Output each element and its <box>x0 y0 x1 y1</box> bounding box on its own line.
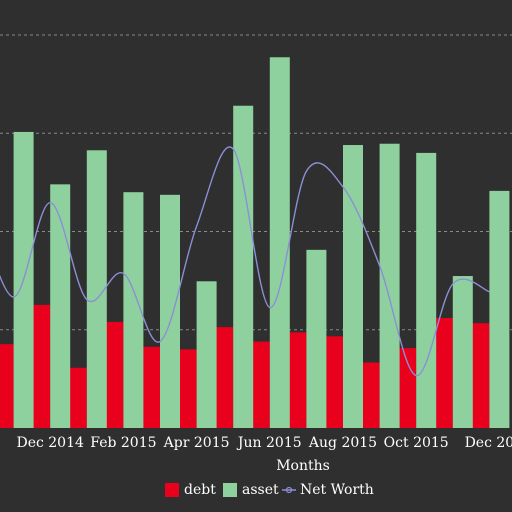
debt-bar[interactable] <box>323 336 343 428</box>
legend-item-debt[interactable]: debt <box>165 482 216 498</box>
debt-bar[interactable] <box>286 332 307 428</box>
asset-bar[interactable] <box>379 143 400 429</box>
legend-label-asset: asset <box>242 482 279 498</box>
debt-bar[interactable] <box>30 304 51 428</box>
x-tick-label: Dec 20 <box>465 435 512 451</box>
debt-bar[interactable] <box>432 317 453 428</box>
debt-bar[interactable] <box>140 346 160 428</box>
debt-bar[interactable] <box>103 321 124 428</box>
legend-swatch-asset <box>223 483 237 497</box>
x-tick-label: Apr 2015 <box>163 435 230 451</box>
legend-label-net-worth: Net Worth <box>300 482 374 498</box>
legend-swatch-debt <box>165 483 179 497</box>
asset-bar[interactable] <box>123 192 144 428</box>
x-axis-title: Months <box>276 458 330 474</box>
debt-bar[interactable] <box>213 327 234 428</box>
debt-bar[interactable] <box>359 362 380 429</box>
debt-bar[interactable] <box>66 367 87 428</box>
asset-bar[interactable] <box>233 105 254 429</box>
net-worth-line[interactable] <box>0 146 490 377</box>
x-tick-label: Dec 2014 <box>16 435 84 451</box>
asset-bar[interactable] <box>489 190 510 428</box>
debt-bar[interactable] <box>249 341 270 428</box>
asset-bar[interactable] <box>269 57 290 429</box>
asset-bar[interactable] <box>452 276 473 428</box>
x-tick-label: Feb 2015 <box>90 435 156 451</box>
debt-bar[interactable] <box>396 348 417 428</box>
asset-bar[interactable] <box>306 249 327 428</box>
debt-bar[interactable] <box>469 323 490 428</box>
asset-bar[interactable] <box>343 145 363 429</box>
bars <box>0 57 510 429</box>
legend-label-debt: debt <box>184 482 216 498</box>
x-tick-label: Oct 2015 <box>384 435 449 451</box>
legend-marker-net-worth <box>285 486 293 494</box>
asset-bar[interactable] <box>196 281 217 428</box>
legend: debt asset Net Worth <box>165 482 374 498</box>
asset-bar[interactable] <box>86 150 107 428</box>
debt-bar[interactable] <box>176 349 197 428</box>
asset-bar[interactable] <box>416 152 437 428</box>
asset-bar[interactable] <box>50 184 71 428</box>
debt-bar[interactable] <box>0 344 14 428</box>
x-tick-label: Jun 2015 <box>236 435 302 451</box>
asset-bar[interactable] <box>160 194 180 428</box>
net-worth-line-layer <box>0 146 490 377</box>
x-tick-label: Aug 2015 <box>308 435 377 451</box>
legend-item-net-worth[interactable]: Net Worth <box>282 482 374 498</box>
legend-item-asset[interactable]: asset <box>223 482 279 498</box>
